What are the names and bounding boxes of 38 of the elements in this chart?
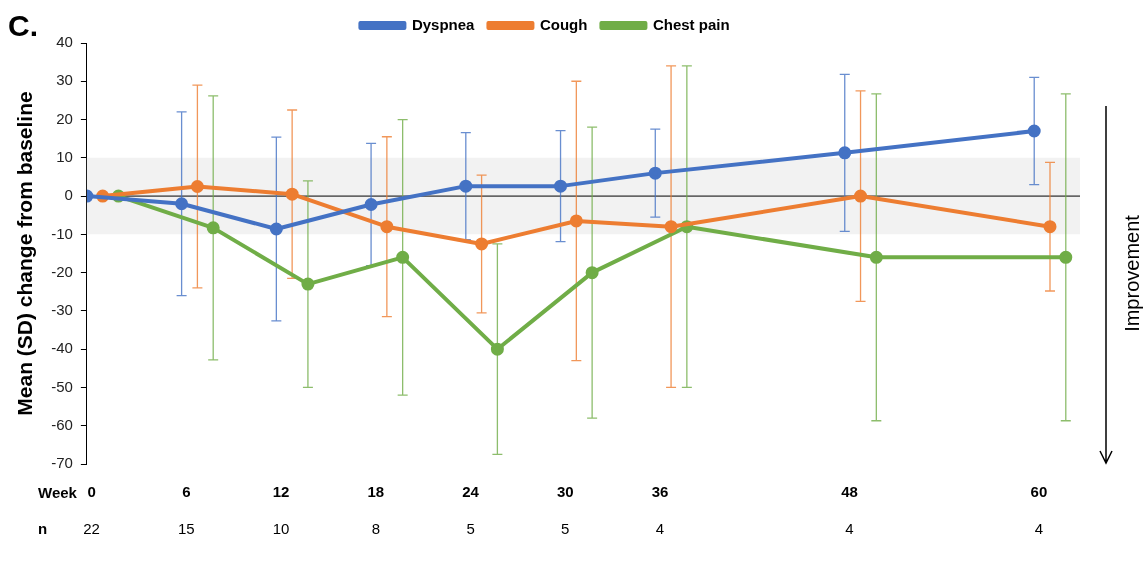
x-tick-label: 48 <box>841 483 858 501</box>
text: 5 <box>561 520 570 538</box>
y-tick-label: -60 <box>51 415 73 433</box>
x-tick-label: 0 <box>87 483 96 501</box>
y-tick-label: 40 <box>56 33 73 51</box>
y-tick-label: -10 <box>51 224 73 242</box>
y-tick-label: -40 <box>51 339 73 357</box>
legend-label: Cough <box>539 15 588 33</box>
text: 22 <box>83 520 100 538</box>
y-tick-label: 10 <box>56 147 73 165</box>
chart-title: C. <box>8 9 38 43</box>
x-tick-label: 18 <box>367 483 385 501</box>
x-tick-label: 12 <box>272 483 290 501</box>
legend-label: Dyspnea <box>411 15 476 33</box>
y-tick-label: 20 <box>56 109 73 127</box>
y-tick-label: -20 <box>51 262 73 280</box>
x-tick-label: 30 <box>556 483 574 501</box>
x-axis-title: Week <box>38 484 78 502</box>
x-tick-label: 60 <box>1030 483 1048 501</box>
text: Improvement <box>1120 214 1143 332</box>
text: 4 <box>655 520 665 538</box>
y-axis-title: Mean (SD) change from baseline <box>13 91 37 416</box>
text: 5 <box>466 520 475 538</box>
text: 15 <box>178 520 195 538</box>
y-tick-label: 30 <box>56 71 73 89</box>
text: 4 <box>1034 520 1044 538</box>
y-tick-label: -50 <box>51 377 73 395</box>
legend-label: Chest pain <box>652 15 730 33</box>
y-tick-label: -70 <box>51 454 73 472</box>
x-tick-label: 36 <box>651 483 669 501</box>
text: n <box>38 520 48 538</box>
x-tick-label: 24 <box>462 483 480 501</box>
text: 8 <box>371 520 380 538</box>
x-tick-label: 6 <box>182 483 191 501</box>
text: 10 <box>272 520 290 538</box>
y-tick-label: -30 <box>51 301 73 319</box>
text: 4 <box>845 520 854 538</box>
y-tick-label: 0 <box>64 186 73 204</box>
